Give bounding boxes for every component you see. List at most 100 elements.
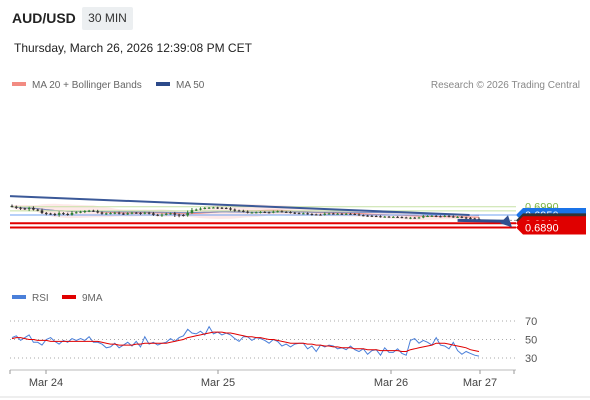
candle-body — [366, 215, 369, 217]
candle-body — [439, 216, 442, 218]
candle-body — [370, 215, 374, 217]
candle-body — [456, 216, 459, 218]
legend-ma20-bollinger: MA 20 + Bollinger Bands — [12, 80, 142, 91]
candle-body — [14, 206, 18, 208]
candle-body — [44, 212, 48, 214]
candle-body — [87, 210, 91, 212]
candle-body — [130, 212, 134, 214]
x-tick-label: Mar 26 — [374, 377, 408, 389]
candle-body — [139, 212, 142, 214]
x-tick-label: Mar 24 — [29, 377, 63, 389]
research-credit: Research © 2026 Trading Central — [430, 80, 580, 91]
level-label: 0.6890 — [525, 222, 559, 234]
candle-body — [293, 212, 297, 214]
candle-body — [96, 211, 99, 213]
x-tick-label: Mar 25 — [201, 377, 235, 389]
candle-body — [426, 216, 429, 218]
level-tag-support — [516, 220, 586, 235]
candle-body — [79, 211, 82, 213]
candle-body — [336, 213, 339, 215]
candle-body — [272, 211, 275, 213]
candle-body — [70, 212, 74, 215]
candle-body — [212, 207, 215, 209]
candle-body — [100, 212, 104, 214]
candle-body — [417, 217, 421, 219]
candle-body — [302, 213, 305, 215]
legend-label-9ma: 9MA — [82, 293, 103, 304]
candle-body — [147, 212, 151, 214]
candle-body — [62, 213, 65, 215]
candle-body — [83, 211, 87, 213]
candle-body — [207, 207, 211, 209]
candle-body — [443, 215, 447, 217]
downtrend-line — [9, 195, 470, 216]
candle-body — [314, 214, 318, 216]
legend-swatch-9ma — [62, 295, 76, 300]
forecast-arrow-shaft — [457, 218, 507, 223]
candle-body — [400, 217, 404, 219]
candle-body — [164, 213, 168, 215]
timeframe-button[interactable]: 30 MIN — [82, 7, 133, 30]
candle-body — [57, 213, 61, 215]
candle-body — [349, 213, 352, 215]
candle-body — [19, 207, 22, 209]
candle-body — [246, 211, 249, 213]
candle-body — [310, 213, 314, 215]
candle-body — [379, 216, 382, 218]
candle-body — [53, 213, 57, 215]
candle-body — [392, 216, 395, 218]
candle-body — [434, 215, 438, 217]
candle-body — [237, 210, 241, 212]
legend-label-ma50: MA 50 — [176, 80, 205, 91]
candle-body — [267, 212, 271, 214]
forecast-arrow-head — [500, 215, 512, 228]
candle-body — [32, 207, 35, 210]
candle-body — [357, 214, 361, 216]
candle-body — [122, 213, 125, 215]
candle-body — [169, 213, 172, 215]
legend-rsi: RSI — [12, 293, 49, 304]
candle-body — [340, 213, 344, 215]
x-tick-label: Mar 27 — [463, 377, 497, 389]
candle-body — [473, 218, 477, 220]
candle-body — [199, 208, 202, 210]
candle-body — [284, 211, 288, 213]
rsi-tick-label: 50 — [525, 335, 537, 347]
candle-body — [224, 207, 228, 209]
candle-body — [289, 212, 292, 214]
candle-body — [160, 214, 164, 216]
candle-body — [109, 213, 112, 215]
candle-body — [186, 212, 189, 216]
legend-ma50: MA 50 — [156, 80, 204, 91]
candle-body — [242, 210, 245, 212]
candle-body — [319, 214, 322, 216]
candle-body — [194, 209, 198, 211]
candle-body — [173, 213, 177, 215]
candle-body — [447, 215, 451, 217]
legend-label-ma20: MA 20 + Bollinger Bands — [32, 80, 142, 91]
candle-body — [263, 211, 267, 213]
candle-body — [323, 213, 327, 215]
candle-body — [254, 212, 258, 214]
candle-body — [422, 216, 425, 218]
candle-body — [297, 213, 301, 215]
candle-body — [10, 205, 14, 207]
candle-body — [152, 213, 155, 215]
candle-body — [23, 208, 27, 210]
candle-body — [229, 208, 232, 210]
legend-swatch-rsi — [12, 295, 26, 300]
candle-body — [216, 207, 219, 209]
candle-body — [177, 214, 181, 216]
rsi-9ma-line — [11, 331, 480, 352]
candle-body — [27, 207, 31, 210]
legend-swatch-ma20 — [12, 82, 26, 87]
candle-body — [233, 209, 237, 211]
candle-body — [280, 211, 284, 213]
legend-swatch-ma50 — [156, 82, 170, 87]
candle-body — [203, 207, 207, 209]
chart-datetime: Thursday, March 26, 2026 12:39:08 PM CET — [14, 41, 252, 55]
candle-body — [74, 212, 78, 214]
candle-body — [156, 214, 159, 216]
candle-body — [220, 207, 224, 209]
